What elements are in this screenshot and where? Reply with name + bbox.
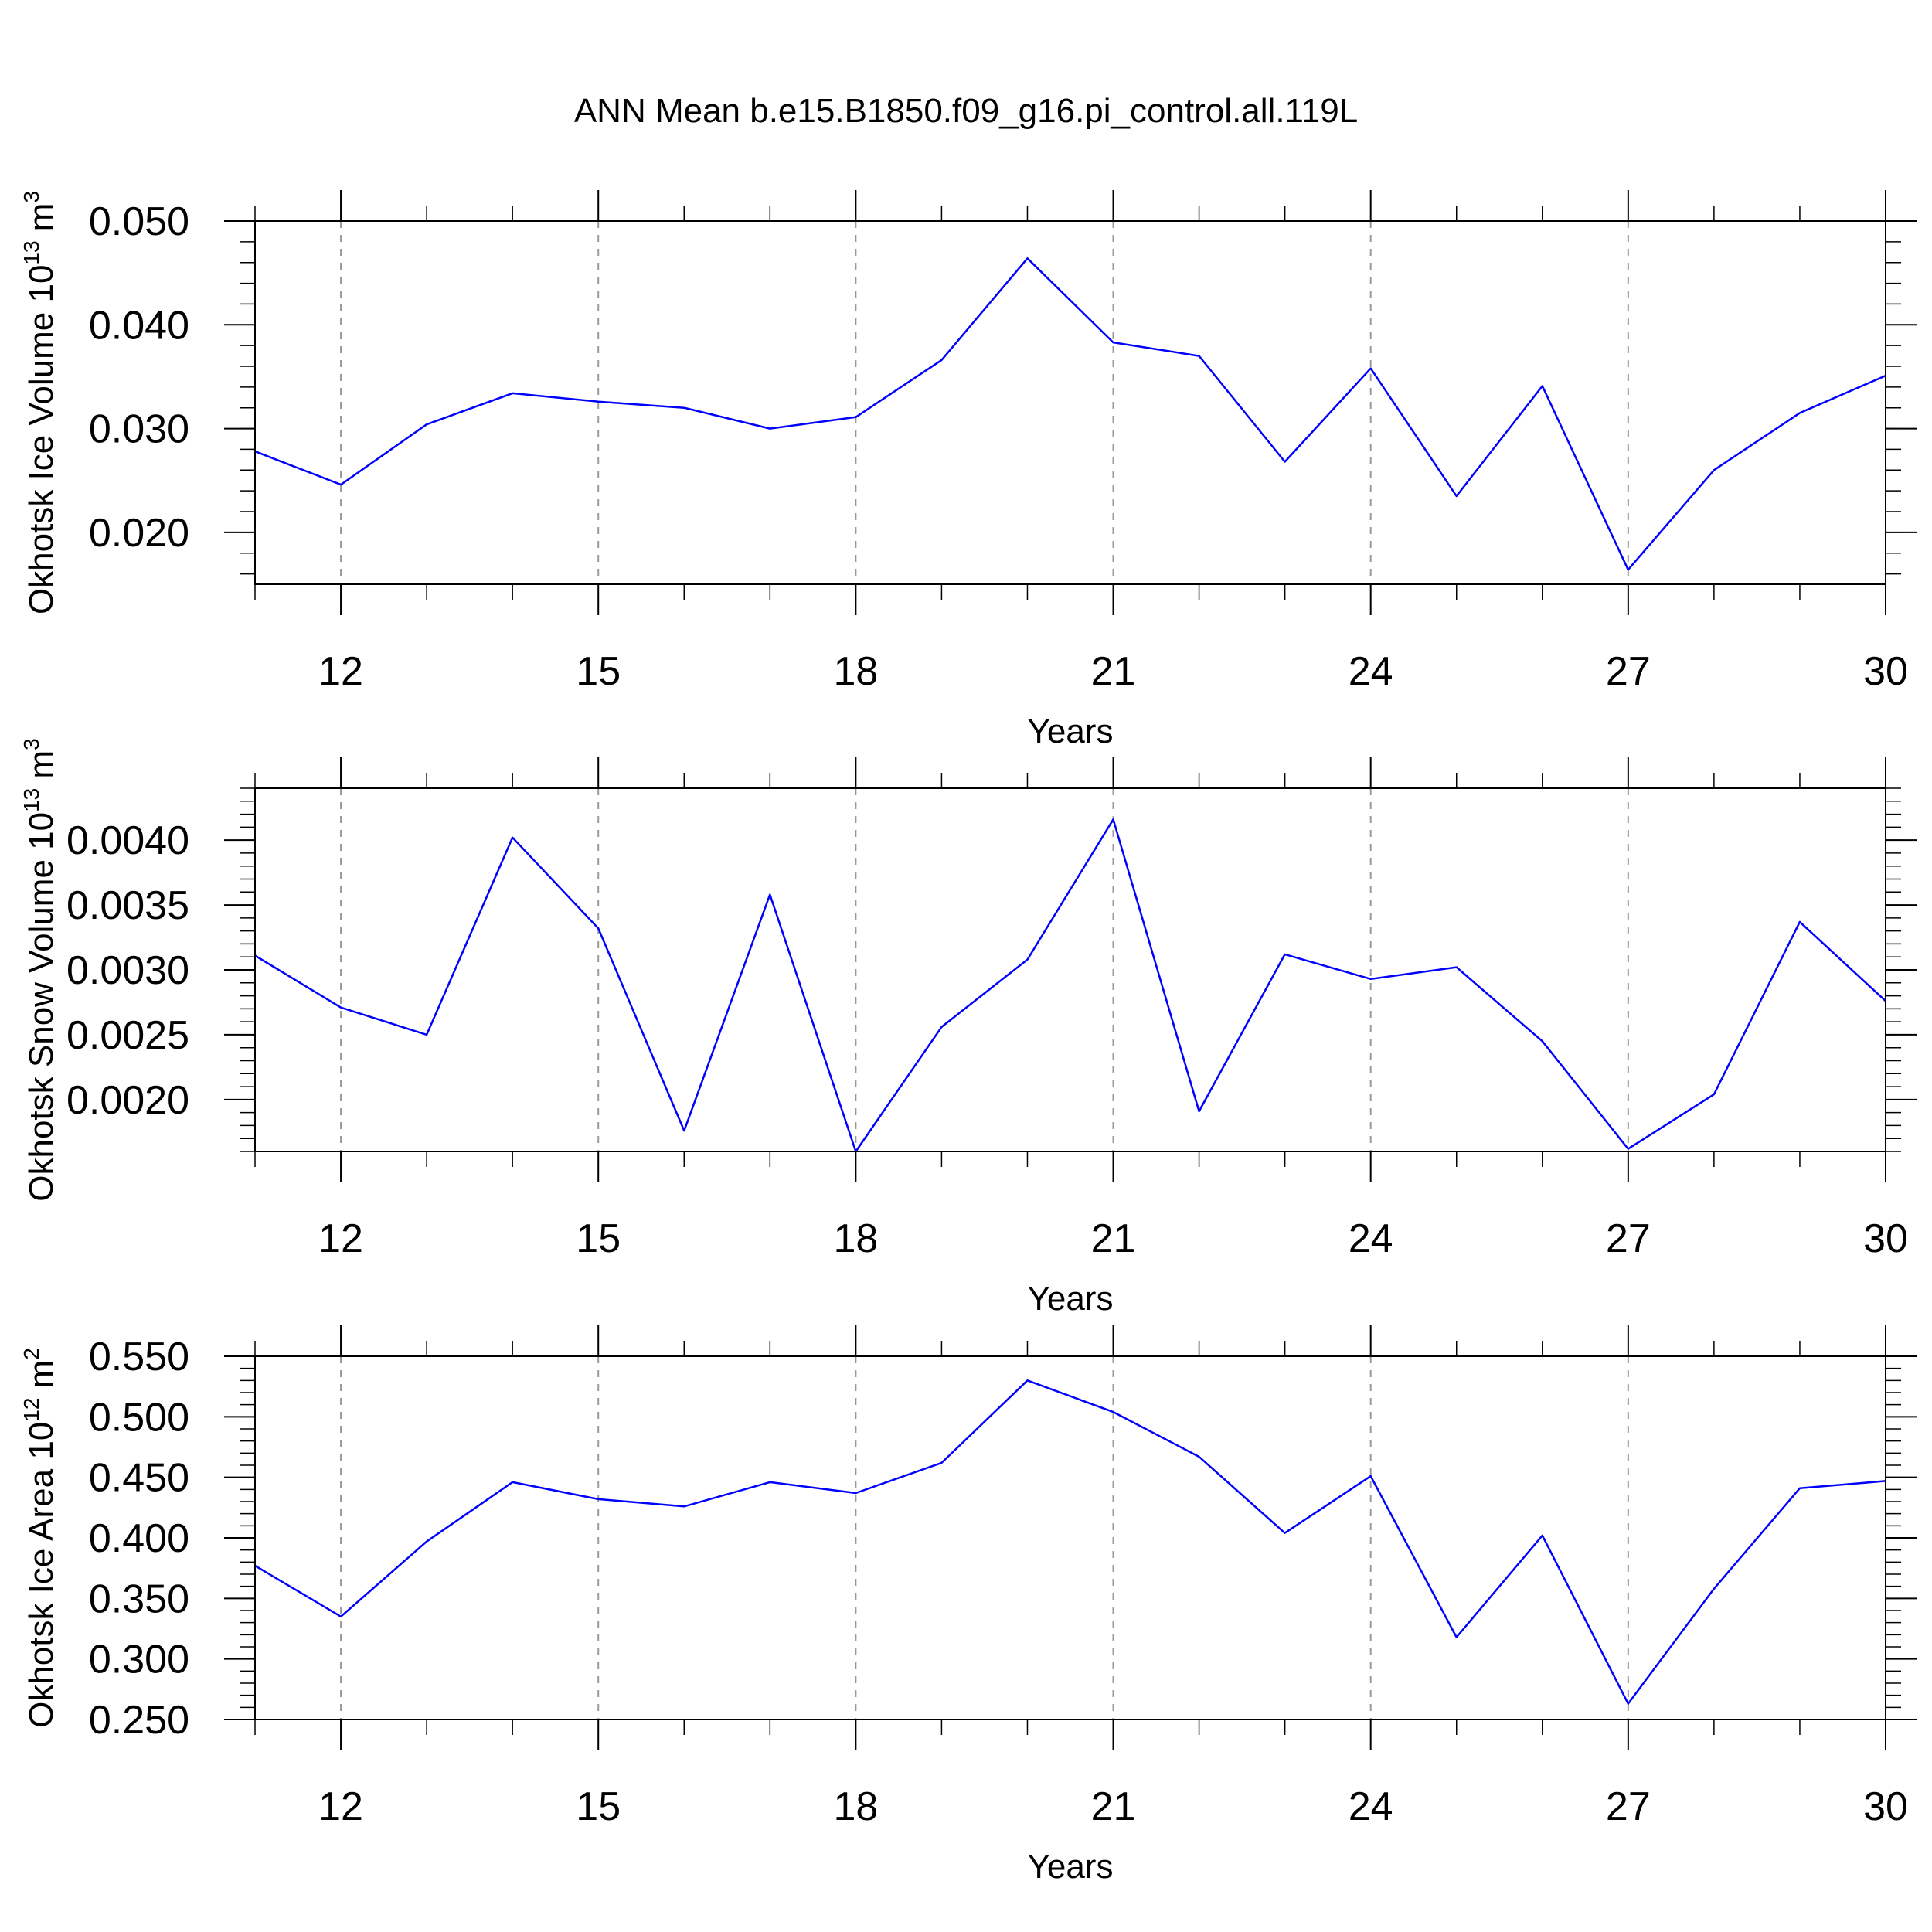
x-tick-label: 27 <box>1606 1784 1651 1829</box>
y-axis-label: Okhotsk Ice Area 1012 m2 <box>19 1348 60 1728</box>
x-tick-label: 30 <box>1863 649 1908 694</box>
x-tick-label: 27 <box>1606 1216 1651 1261</box>
y-axis-label: Okhotsk Ice Volume 1013 m3 <box>19 191 60 614</box>
x-tick-label: 30 <box>1863 1216 1908 1261</box>
plot-frame <box>254 220 1886 585</box>
x-tick-label: 18 <box>833 1784 878 1829</box>
y-tick-label: 0.020 <box>89 511 189 556</box>
y-tick-label: 0.040 <box>89 303 189 348</box>
x-tick-label: 24 <box>1349 1784 1393 1829</box>
series-line <box>254 818 1886 1153</box>
y-tick-label: 0.350 <box>89 1577 189 1621</box>
x-tick-label: 27 <box>1606 649 1651 694</box>
panel-3: 0.250 0.300 0.350 0.400 0.450 0.500 0.550 12 15 1… <box>19 1325 1917 1886</box>
panel-2: 0.0020 0.0025 0.0030 0.0035 0.0040 12 15 18 21 24… <box>19 738 1917 1318</box>
y-tick-label: 0.050 <box>89 199 189 244</box>
x-tick-label: 24 <box>1349 649 1393 694</box>
y-tick-label: 0.0030 <box>66 948 189 993</box>
y-tick-label: 0.0025 <box>66 1013 189 1058</box>
y-tick-label: 0.400 <box>89 1516 189 1561</box>
x-axis-label: Years <box>1028 713 1114 750</box>
x-tick-label: 12 <box>318 1784 363 1829</box>
x-tick-label: 24 <box>1349 1216 1393 1261</box>
panels: 0.020 0.030 0.040 0.050 12 15 18 21 24 27 30 Years O… <box>19 190 1917 1886</box>
x-tick-label: 18 <box>833 1216 878 1261</box>
plot-frame <box>254 787 1886 1152</box>
y-tick-label: 0.030 <box>89 407 189 452</box>
y-tick-label: 0.0035 <box>66 883 189 928</box>
x-tick-label: 21 <box>1091 1784 1136 1829</box>
panel-1: 0.020 0.030 0.040 0.050 12 15 18 21 24 27 30 Years O… <box>19 190 1917 750</box>
series-line <box>254 1379 1886 1705</box>
x-tick-label: 15 <box>576 1784 621 1829</box>
plot-frame <box>254 1355 1886 1720</box>
x-tick-label: 12 <box>318 649 363 694</box>
y-tick-label: 0.0020 <box>66 1078 189 1123</box>
x-tick-label: 21 <box>1091 649 1136 694</box>
x-tick-label: 15 <box>576 1216 621 1261</box>
x-tick-label: 12 <box>318 1216 363 1261</box>
y-tick-label: 0.500 <box>89 1395 189 1440</box>
y-tick-label: 0.250 <box>89 1698 189 1743</box>
x-axis-label: Years <box>1028 1280 1114 1318</box>
x-tick-label: 30 <box>1863 1784 1908 1829</box>
x-tick-label: 21 <box>1091 1216 1136 1261</box>
y-tick-label: 0.300 <box>89 1638 189 1682</box>
series-line <box>254 257 1886 571</box>
y-axis-label: Okhotsk Snow Volume 1013 m3 <box>19 738 60 1201</box>
y-tick-label: 0.550 <box>89 1335 189 1379</box>
x-tick-label: 18 <box>833 649 878 694</box>
y-tick-label: 0.450 <box>89 1456 189 1501</box>
y-tick-label: 0.0040 <box>66 818 189 863</box>
figure-title: ANN Mean b.e15.B1850.f09_g16.pi_control.… <box>574 92 1358 130</box>
x-tick-label: 15 <box>576 649 621 694</box>
x-axis-label: Years <box>1028 1848 1114 1886</box>
